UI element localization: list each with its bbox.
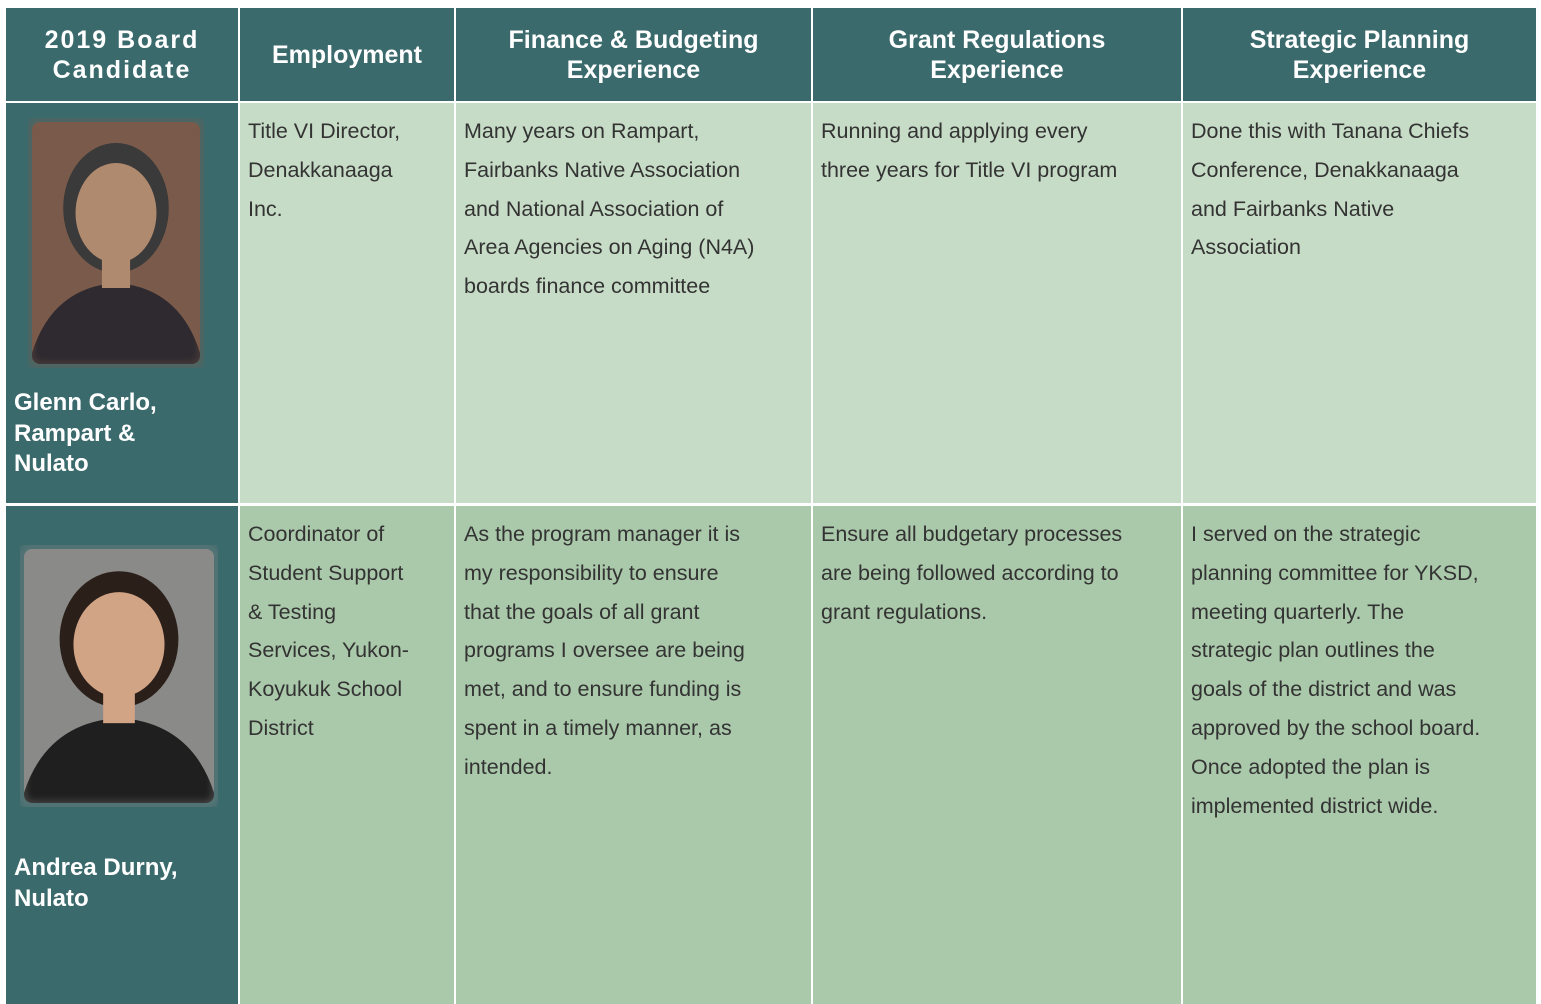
text-line: boards finance committee (464, 274, 711, 299)
text-line: Fairbanks Native Association (464, 157, 741, 182)
text-line: Conference, Denakkanaaga (1191, 157, 1459, 182)
text-line: Title VI Director, (248, 119, 401, 143)
text-line: Nulato (14, 450, 89, 477)
text-line: my responsibility to ensure (464, 560, 719, 585)
table-cell: Done this with Tanana Chiefs Conference, … (1183, 103, 1536, 503)
text-line: Employment (271, 40, 423, 69)
text-line: Candidate (52, 55, 192, 84)
text-line: & Testing (248, 599, 337, 624)
text-line: Running and applying every (821, 119, 1088, 143)
text-line: Koyukuk School (248, 677, 403, 702)
column-header: Grant Regulations Experience (813, 8, 1181, 101)
text-line: Finance & Budgeting (508, 25, 759, 54)
text-line: I served on the strategic (1191, 522, 1421, 546)
text-line: grant regulations. (821, 599, 988, 624)
text-line: spent in a timely manner, as (464, 715, 732, 740)
text-line: Grant Regulations (888, 25, 1106, 54)
text-line: Student Support (248, 560, 404, 585)
text-line: Experience (566, 55, 701, 84)
photo-image (27, 117, 205, 369)
text-line: Services, Yukon- (248, 638, 409, 663)
text-line: Nulato (14, 884, 89, 912)
column-header: Employment (240, 8, 454, 101)
text-line: Experience (1292, 55, 1427, 84)
text-line: approved by the school board. (1191, 715, 1481, 740)
text-line: three years for Title VI program (821, 157, 1118, 182)
text-line: goals of the district and was (1191, 677, 1457, 702)
text-line: Glenn Carlo, (14, 389, 157, 416)
column-header: 2019 Board Candidate (6, 8, 238, 101)
text-line: Inc. (248, 196, 283, 221)
photo-image (19, 544, 219, 808)
text-line: strategic plan outlines the (1191, 638, 1435, 663)
candidate-photo (27, 117, 205, 369)
text-line: Experience (930, 55, 1064, 84)
text-line: programs I oversee are being (464, 638, 745, 663)
table-cell: Running and applying every three years fo… (813, 103, 1181, 503)
table-cell: Ensure all budgetary processes are being … (813, 506, 1181, 1004)
text-line: Ensure all budgetary processes (821, 522, 1123, 546)
table-cell: Coordinator of Student Support & Testing Se… (240, 506, 454, 1004)
table-cell: Title VI Director, Denakkanaaga Inc. (240, 103, 454, 503)
text-line: Strategic Planning (1249, 25, 1470, 54)
text-line: planning committee for YKSD, (1191, 560, 1479, 585)
text-line: met, and to ensure funding is (464, 677, 742, 702)
text-line: Association (1191, 235, 1301, 260)
text-line: are being followed according to (821, 560, 1119, 585)
text-line: Many years on Rampart, (464, 119, 700, 143)
candidate-name: Glenn Carlo, Rampart & Nulato (14, 388, 157, 480)
table-cell: I served on the strategic planning commit… (1183, 506, 1536, 1004)
text-line: Done this with Tanana Chiefs (1191, 119, 1470, 143)
text-line: meeting quarterly. The (1191, 599, 1405, 624)
text-line: implemented district wide. (1191, 793, 1439, 818)
text-line: Area Agencies on Aging (N4A) (464, 235, 755, 260)
table-cell: As the program manager it is my responsib… (456, 506, 811, 1004)
text-line: 2019 Board (44, 25, 200, 54)
candidate-cell: Andrea Durny, Nulato (6, 506, 238, 1004)
text-line: and National Association of (464, 196, 724, 221)
text-line: Denakkanaaga (248, 157, 393, 182)
text-line: intended. (464, 754, 553, 779)
candidate-cell: Glenn Carlo, Rampart & Nulato (6, 103, 238, 503)
table-cell: Many years on Rampart, Fairbanks Native A… (456, 103, 811, 503)
text-line: Once adopted the plan is (1191, 754, 1431, 779)
candidate-photo (19, 544, 219, 808)
text-line: Coordinator of (248, 522, 385, 546)
column-header: Strategic Planning Experience (1183, 8, 1536, 101)
text-line: that the goals of all grant (464, 599, 700, 624)
text-line: Rampart & (14, 419, 136, 447)
text-line: Andrea Durny, (14, 854, 178, 881)
candidate-name: Andrea Durny, Nulato (14, 853, 178, 914)
text-line: and Fairbanks Native (1191, 196, 1395, 221)
column-header: Finance & Budgeting Experience (456, 8, 811, 101)
text-line: As the program manager it is (464, 522, 741, 546)
text-line: District (248, 715, 314, 740)
